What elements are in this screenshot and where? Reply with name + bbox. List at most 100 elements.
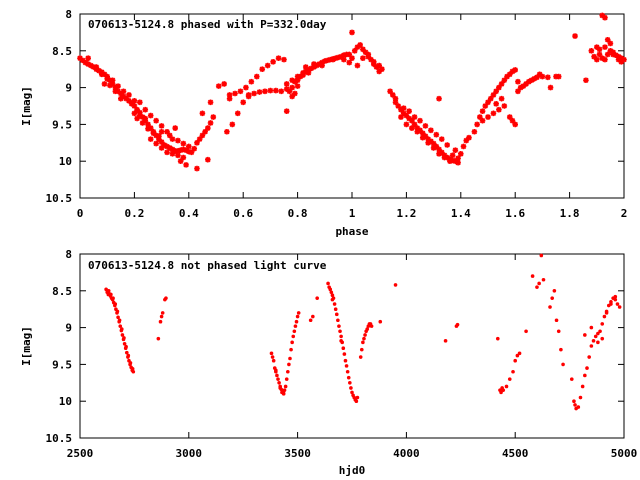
data-point — [436, 95, 442, 102]
data-point — [343, 358, 348, 363]
data-point — [199, 110, 206, 117]
data-point — [166, 145, 173, 151]
data-point — [438, 149, 445, 156]
phased-light-curve-panel: 0 0.2 0.4 0.6 0.8 1 1.2 1.4 1.6 1.8 2 8 8.5 9 9.5 10 10.… — [20, 8, 627, 238]
data-point — [409, 125, 415, 131]
data-point — [270, 59, 276, 65]
data-point — [511, 369, 515, 374]
data-point — [493, 88, 499, 95]
x-axis-label: phase — [335, 225, 368, 238]
data-point — [119, 327, 124, 331]
data-point — [158, 139, 165, 145]
y-tick-label: 8.5 — [52, 45, 72, 58]
data-point — [85, 61, 91, 67]
data-point — [276, 377, 280, 381]
data-point — [338, 53, 344, 60]
data-point — [292, 329, 297, 334]
data-point — [313, 62, 320, 69]
data-point — [126, 92, 132, 98]
data-point — [202, 128, 208, 135]
data-point — [256, 89, 263, 95]
data-point — [578, 395, 583, 400]
data-point — [292, 78, 298, 85]
data-point — [547, 84, 554, 91]
axis-ticks: 2500 3000 3500 4000 4500 5000 8 8.5 9 9.5 10 10.5 — [46, 248, 638, 460]
data-point — [289, 347, 293, 352]
data-point — [460, 143, 467, 150]
data-point — [515, 88, 521, 95]
data-point — [463, 137, 470, 144]
data-point — [267, 87, 274, 94]
data-point — [615, 302, 620, 306]
data-point — [294, 77, 301, 84]
data-point — [528, 77, 535, 84]
data-point — [556, 329, 561, 334]
data-point — [282, 388, 287, 392]
data-point — [477, 114, 483, 120]
data-point — [395, 103, 402, 109]
unphased-light-curve-panel: 2500 3000 3500 4000 4500 5000 8 8.5 9 9.5 10 10.5 0… — [20, 248, 637, 477]
data-point — [107, 82, 113, 89]
data-point — [610, 51, 616, 58]
data-point — [88, 62, 94, 69]
data-point — [600, 322, 605, 326]
data-point — [512, 121, 518, 128]
data-point — [292, 90, 298, 97]
data-point — [345, 369, 350, 374]
data-point — [283, 384, 288, 389]
data-point — [160, 311, 165, 315]
data-point — [210, 114, 217, 120]
x-tick-label: 3500 — [284, 447, 311, 460]
data-point — [447, 158, 453, 164]
data-point — [188, 149, 195, 156]
data-point — [376, 62, 382, 69]
data-point — [358, 355, 363, 359]
data-point — [485, 99, 491, 106]
data-point — [342, 352, 347, 356]
data-point — [498, 95, 505, 102]
data-point — [398, 114, 404, 120]
data-point — [594, 44, 600, 50]
data-point — [262, 88, 268, 95]
data-point — [354, 62, 361, 69]
data-point — [354, 399, 359, 404]
data-point — [496, 106, 502, 113]
data-point — [365, 327, 370, 331]
data-point — [398, 106, 404, 113]
chart-title: 070613-5124.8 phased with P=332.0day — [88, 18, 327, 31]
data-point — [425, 136, 431, 142]
data-point — [555, 73, 562, 80]
data-point — [289, 93, 295, 100]
data-point — [561, 362, 565, 367]
data-point — [506, 71, 513, 78]
data-point — [296, 311, 301, 315]
data-point — [504, 73, 510, 80]
data-point — [576, 405, 581, 409]
data-point — [390, 92, 396, 98]
data-point — [400, 105, 407, 112]
data-point — [406, 108, 412, 114]
data-point — [115, 309, 120, 314]
data-point — [589, 344, 594, 348]
data-point — [357, 42, 363, 48]
data-point — [139, 120, 146, 126]
data-point — [501, 388, 506, 392]
data-point — [302, 68, 309, 75]
data-point — [273, 87, 279, 94]
data-point — [436, 146, 442, 153]
data-point — [93, 64, 100, 70]
data-point — [498, 81, 505, 87]
data-point — [422, 133, 429, 139]
data-point — [373, 64, 380, 70]
data-point — [550, 296, 554, 300]
data-point — [466, 134, 472, 141]
data-point — [183, 147, 189, 153]
data-point — [126, 353, 131, 358]
data-point — [495, 336, 500, 341]
data-point — [580, 384, 585, 389]
data-point — [490, 110, 497, 117]
data-point — [524, 329, 528, 334]
data-point — [196, 136, 203, 142]
data-point — [444, 142, 450, 148]
data-point — [602, 44, 608, 50]
